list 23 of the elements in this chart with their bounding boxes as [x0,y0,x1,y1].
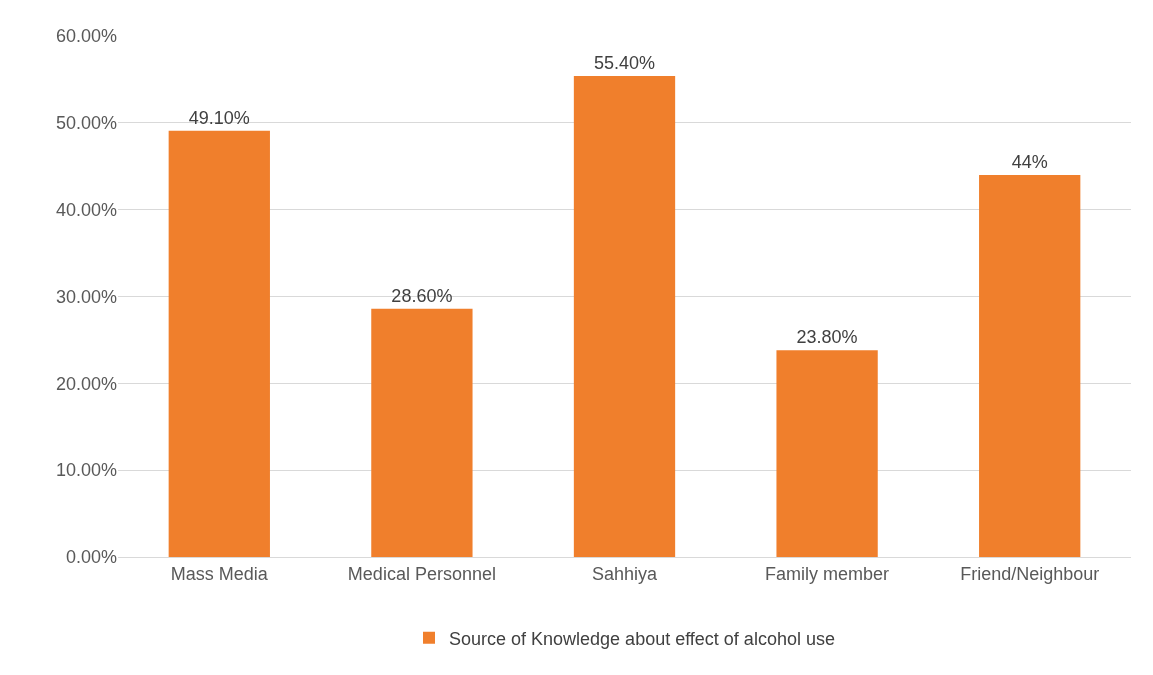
y-tick-label: 50.00% [55,113,117,134]
data-label: 55.40% [593,52,656,73]
x-tick-label: Mass Media [170,563,269,584]
y-tick-label: 0.00% [65,547,117,568]
x-tick-label: Family member [765,563,890,584]
bar [371,308,473,557]
x-tick-label: Friend/Neighbour [960,563,1100,584]
y-tick-label: 40.00% [55,199,117,220]
data-label: 28.60% [391,285,453,306]
bar [776,350,878,557]
bar [168,130,270,557]
data-label: 49.10% [188,107,250,128]
y-tick-label: 60.00% [55,26,117,47]
x-tick-label: Sahhiya [591,563,659,584]
y-tick-label: 30.00% [55,286,117,307]
bar [573,75,676,557]
x-tick-label: Medical Personnel [347,563,496,584]
data-label: 23.80% [796,327,858,348]
y-tick-label: 20.00% [55,373,117,394]
data-label: 44% [1011,151,1048,172]
legend-label: Source of Knowledge about effect of alcohol use [449,628,835,649]
y-tick-label: 10.00% [55,460,117,481]
bar [979,174,1081,557]
